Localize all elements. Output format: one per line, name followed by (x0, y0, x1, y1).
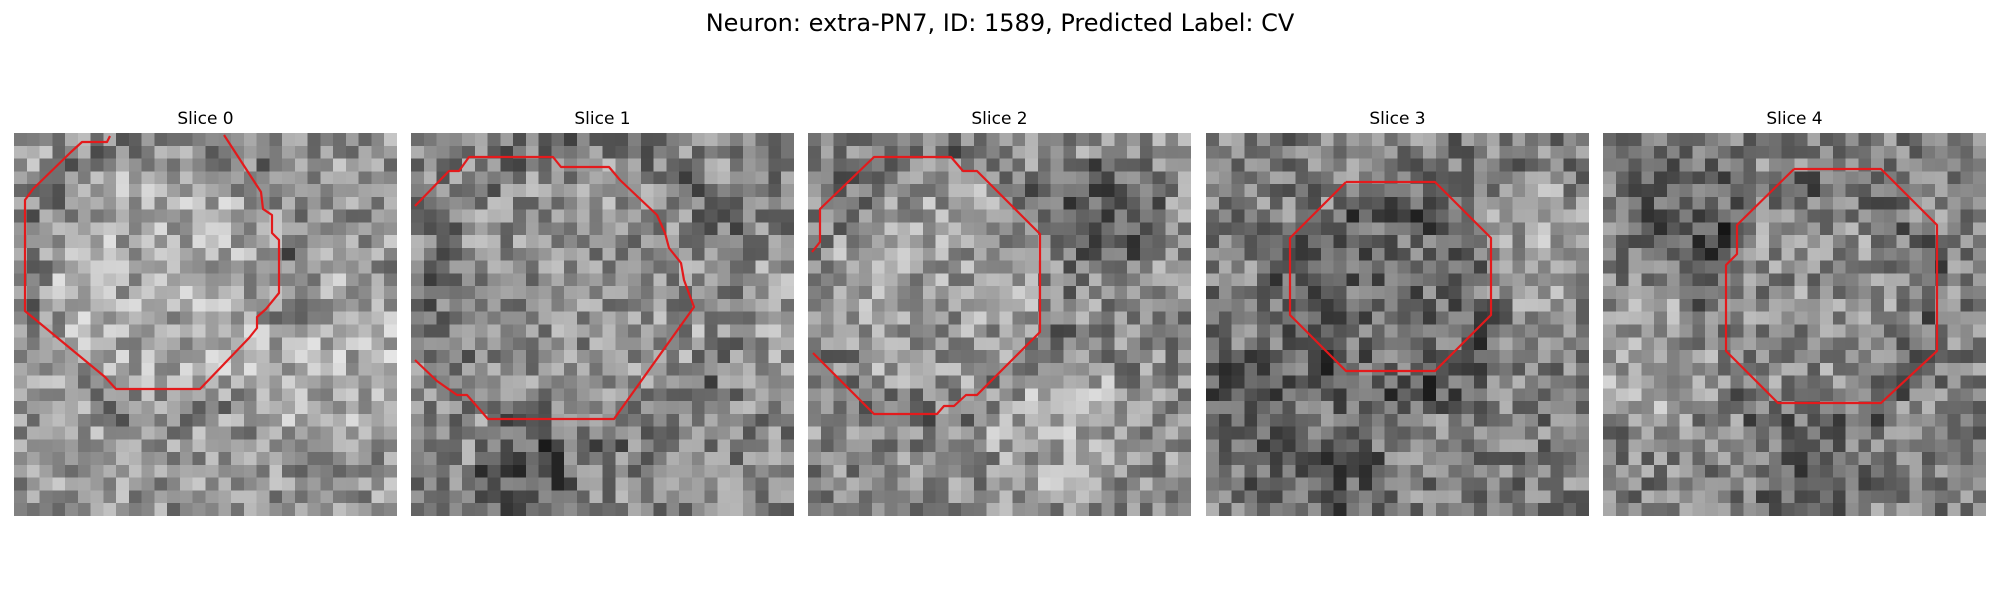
roi-outline (414, 155, 696, 421)
slice-image-4 (1603, 133, 1986, 516)
slice-title: Slice 3 (1369, 109, 1426, 129)
slice-title: Slice 4 (1766, 109, 1823, 129)
slice-image-3 (1206, 133, 1589, 516)
roi-outline (811, 155, 1042, 416)
roi-outline (1724, 167, 1939, 405)
slice-title: Slice 0 (177, 109, 234, 129)
grayscale-patch (1206, 133, 1589, 516)
slice-title: Slice 1 (574, 109, 631, 129)
roi-outline (23, 134, 281, 391)
grayscale-patch (411, 133, 794, 516)
slice-title: Slice 2 (971, 109, 1028, 129)
figure-title: Neuron: extra-PN7, ID: 1589, Predicted L… (705, 9, 1295, 37)
grayscale-patch (14, 133, 397, 516)
slice-image-2 (808, 133, 1191, 516)
grayscale-patch (808, 133, 1191, 516)
slice-image-0 (14, 133, 397, 516)
roi-outline (1288, 180, 1493, 373)
grayscale-patch (1603, 133, 1986, 516)
slice-image-1 (411, 133, 794, 516)
